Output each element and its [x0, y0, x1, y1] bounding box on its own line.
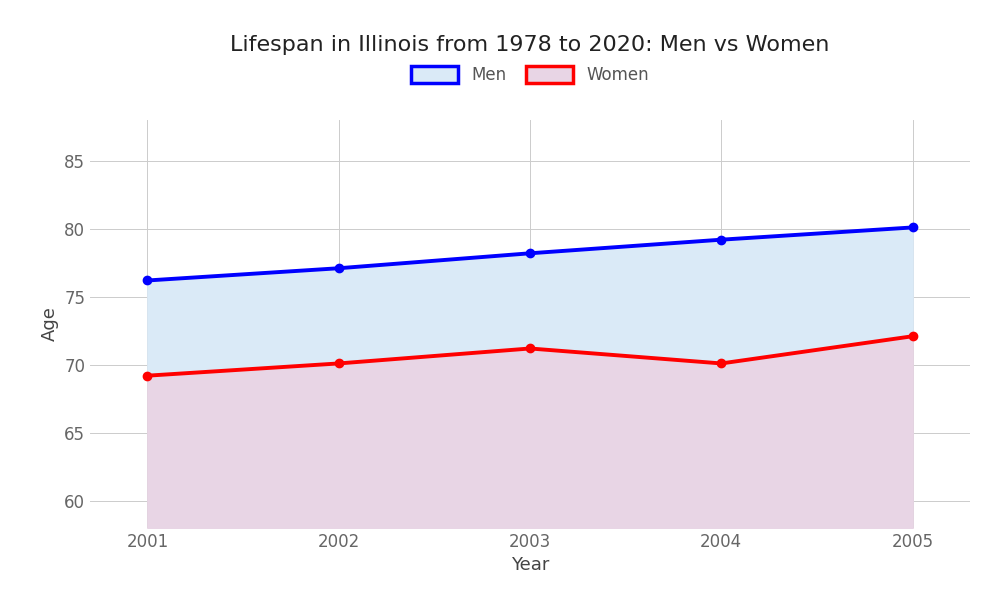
Line: Men: Men — [143, 223, 917, 284]
Men — [333, 265, 345, 272]
Men — [907, 224, 919, 231]
Title: Lifespan in Illinois from 1978 to 2020: Men vs Women: Lifespan in Illinois from 1978 to 2020: … — [230, 35, 830, 55]
Women — [715, 360, 727, 367]
Men — [524, 250, 536, 257]
Y-axis label: Age: Age — [41, 307, 59, 341]
Line: Women: Women — [143, 332, 917, 380]
Legend: Men, Women: Men, Women — [404, 59, 656, 91]
Men — [715, 236, 727, 243]
X-axis label: Year: Year — [511, 556, 549, 574]
Women — [333, 360, 345, 367]
Men — [141, 277, 153, 284]
Women — [524, 345, 536, 352]
Women — [907, 332, 919, 340]
Women — [141, 372, 153, 379]
